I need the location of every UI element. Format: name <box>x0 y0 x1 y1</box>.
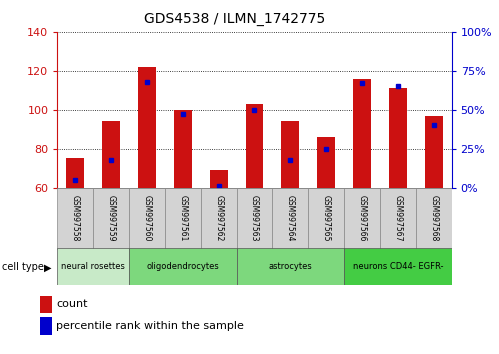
Bar <box>281 121 299 188</box>
Bar <box>389 88 407 188</box>
Bar <box>344 188 380 250</box>
Bar <box>201 188 237 250</box>
Bar <box>57 248 129 285</box>
Bar <box>165 188 201 250</box>
Text: GSM997558: GSM997558 <box>71 195 80 242</box>
Text: cell type: cell type <box>2 262 44 272</box>
Text: neural rosettes: neural rosettes <box>61 262 125 271</box>
Text: GSM997561: GSM997561 <box>178 195 187 242</box>
Text: GDS4538 / ILMN_1742775: GDS4538 / ILMN_1742775 <box>144 12 325 27</box>
Text: GSM997568: GSM997568 <box>429 195 438 242</box>
Bar <box>317 137 335 188</box>
Text: count: count <box>56 299 88 309</box>
Bar <box>129 248 237 285</box>
Text: GSM997562: GSM997562 <box>214 195 223 242</box>
Bar <box>129 188 165 250</box>
Text: GSM997559: GSM997559 <box>107 195 116 242</box>
Bar <box>380 188 416 250</box>
Text: ▶: ▶ <box>44 262 51 272</box>
Bar <box>174 110 192 188</box>
Text: astrocytes: astrocytes <box>268 262 312 271</box>
Bar <box>246 104 263 188</box>
Bar <box>237 188 272 250</box>
Bar <box>416 188 452 250</box>
Bar <box>272 188 308 250</box>
Text: percentile rank within the sample: percentile rank within the sample <box>56 321 245 331</box>
Bar <box>353 79 371 188</box>
Bar <box>425 115 443 188</box>
Bar <box>66 159 84 188</box>
Bar <box>237 248 344 285</box>
Bar <box>210 170 228 188</box>
Text: GSM997560: GSM997560 <box>143 195 152 242</box>
Text: oligodendrocytes: oligodendrocytes <box>146 262 219 271</box>
Bar <box>138 67 156 188</box>
Text: GSM997563: GSM997563 <box>250 195 259 242</box>
Text: GSM997567: GSM997567 <box>393 195 402 242</box>
Bar <box>308 188 344 250</box>
Bar <box>57 188 93 250</box>
Bar <box>344 248 452 285</box>
Bar <box>93 188 129 250</box>
Text: neurons CD44- EGFR-: neurons CD44- EGFR- <box>353 262 443 271</box>
Text: GSM997565: GSM997565 <box>322 195 331 242</box>
Bar <box>102 121 120 188</box>
Text: GSM997564: GSM997564 <box>286 195 295 242</box>
Text: GSM997566: GSM997566 <box>357 195 366 242</box>
